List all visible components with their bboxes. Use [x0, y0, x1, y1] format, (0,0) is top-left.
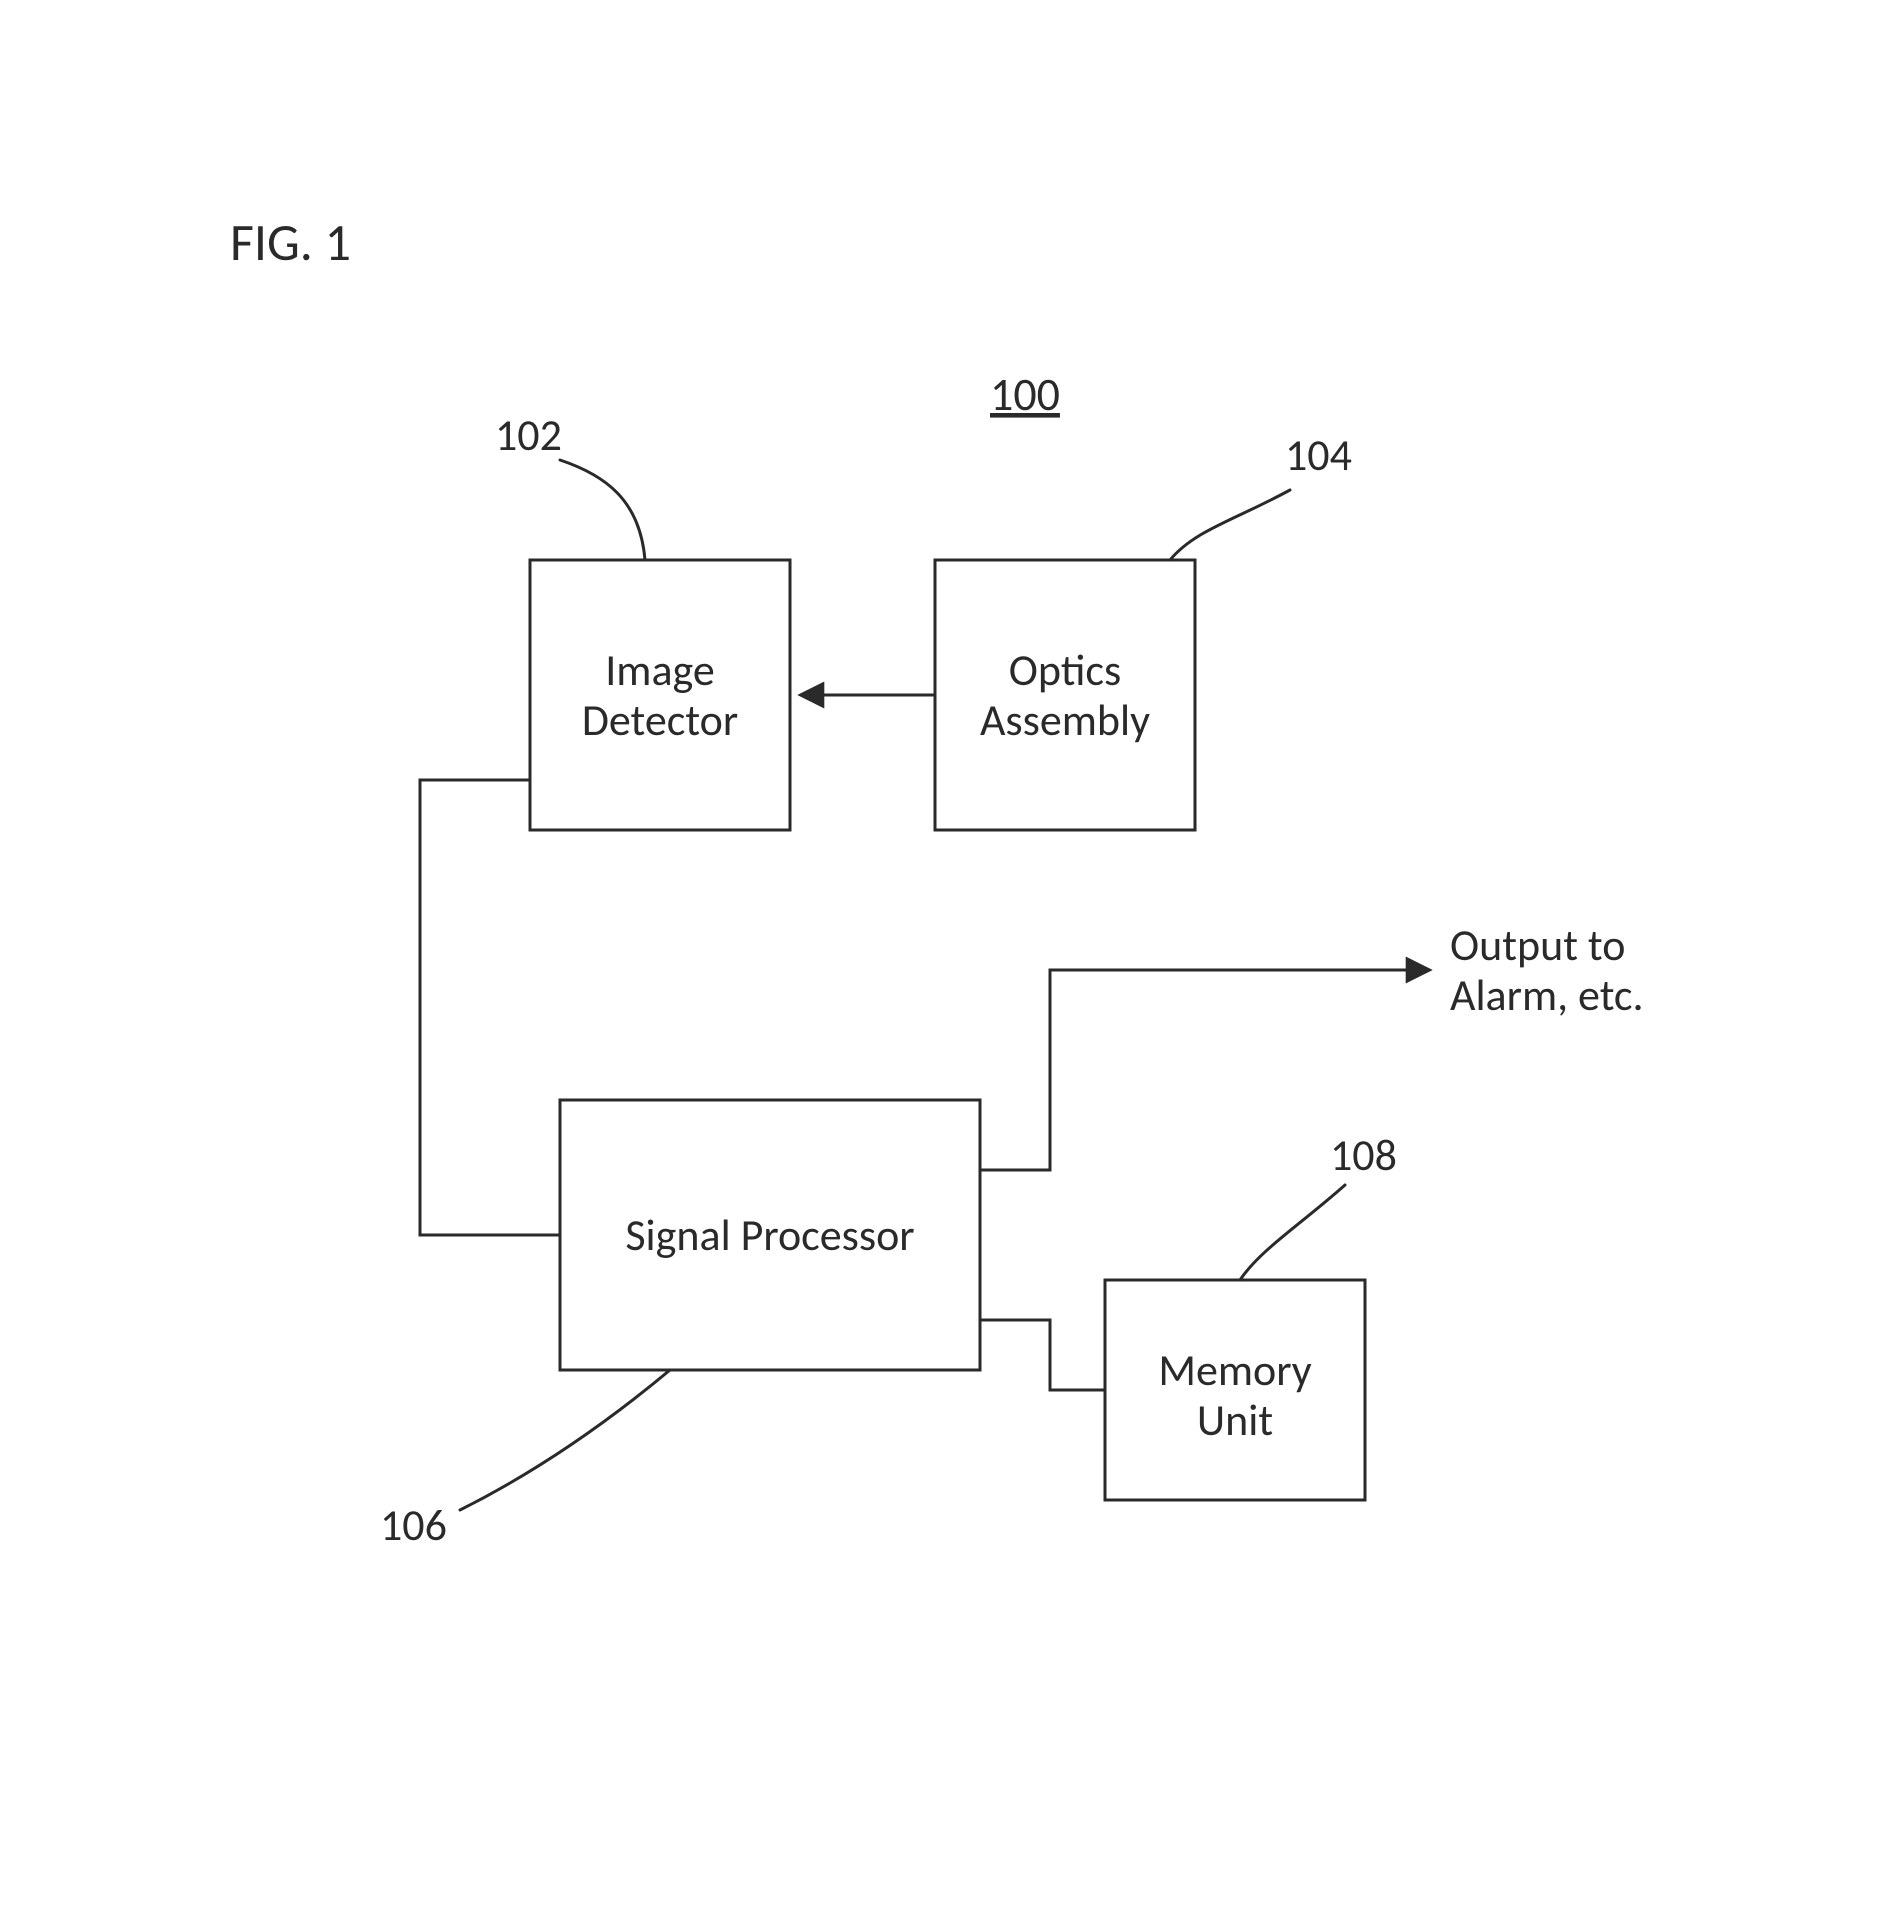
ref-104: 104 [1285, 428, 1352, 482]
output-label-2: Alarm, etc. [1450, 968, 1644, 1022]
ref-102: 102 [495, 408, 562, 462]
system-ref: 100 [990, 367, 1060, 423]
leader-102 [560, 460, 645, 560]
leader-108 [1240, 1185, 1345, 1280]
ref-106: 106 [380, 1498, 447, 1552]
ref-108: 108 [1330, 1128, 1397, 1182]
memory-label-1: Memory [1158, 1343, 1311, 1397]
leader-104 [1170, 490, 1290, 560]
signal-processor-label: Signal Processor [625, 1208, 914, 1262]
leader-106 [460, 1370, 670, 1510]
diagram-canvas: FIG. 1 100 Image Detector Optics Assembl… [0, 0, 1878, 1917]
image-detector-label-1: Image [605, 643, 715, 697]
memory-label-2: Unit [1197, 1393, 1273, 1447]
optics-label-2: Assembly [980, 693, 1150, 747]
edge-detector-to-processor [420, 780, 560, 1235]
optics-label-1: Optics [1009, 643, 1121, 697]
output-label-1: Output to [1450, 918, 1625, 972]
image-detector-label-2: Detector [582, 693, 738, 747]
figure-label: FIG. 1 [230, 210, 351, 274]
edge-processor-to-memory [980, 1320, 1105, 1390]
